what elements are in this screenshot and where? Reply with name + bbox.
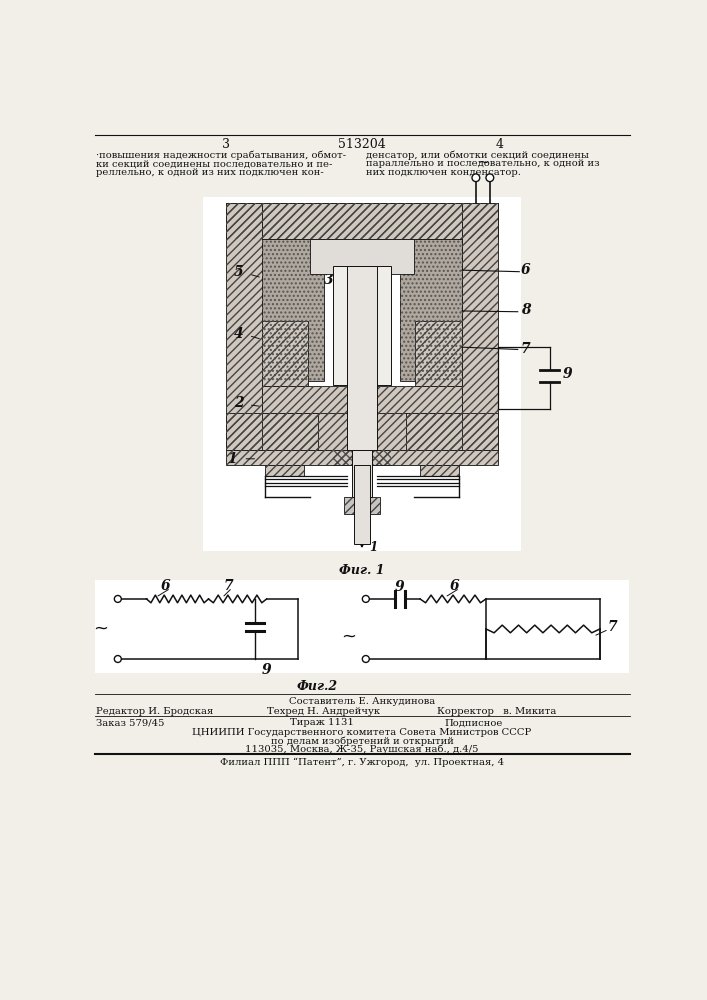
Bar	[416, 321, 462, 386]
Bar	[333, 450, 391, 465]
Text: Заказ 579/45: Заказ 579/45	[96, 718, 165, 727]
Text: 4: 4	[495, 138, 503, 151]
Bar	[310, 239, 414, 274]
Text: Техред Н. Андрейчук: Техред Н. Андрейчук	[267, 707, 380, 716]
Bar	[400, 239, 462, 381]
Circle shape	[363, 595, 369, 602]
Bar	[262, 203, 462, 239]
Text: Филиал ППП “Патент”, г. Ужгород,  ул. Проектная, 4: Филиал ППП “Патент”, г. Ужгород, ул. Про…	[220, 758, 504, 767]
Bar	[226, 203, 262, 450]
Bar	[344, 497, 380, 514]
Bar	[265, 465, 304, 476]
Text: 1: 1	[369, 541, 377, 554]
Text: ~: ~	[477, 155, 489, 169]
Text: 113035, Москва, Ж-35, Раушская наб., д.4/5: 113035, Москва, Ж-35, Раушская наб., д.4…	[245, 744, 479, 754]
Text: Тираж 1131: Тираж 1131	[290, 718, 354, 727]
Bar	[462, 203, 498, 450]
Text: параллельно и последовательно, к одной из: параллельно и последовательно, к одной и…	[366, 159, 600, 168]
Text: 5: 5	[234, 265, 243, 279]
Text: ~: ~	[93, 620, 108, 638]
Bar	[262, 386, 462, 417]
Text: 1: 1	[228, 452, 237, 466]
Circle shape	[486, 174, 493, 182]
Text: 9: 9	[395, 580, 404, 594]
Text: Фиг.2: Фиг.2	[296, 680, 337, 693]
Bar	[406, 413, 462, 450]
Text: 8: 8	[521, 303, 530, 317]
Text: ЦНИИПИ Государственного комитета Совета Министров СССР: ЦНИИПИ Государственного комитета Совета …	[192, 728, 532, 737]
Text: 6: 6	[161, 579, 170, 593]
Text: Подписное: Подписное	[445, 718, 503, 727]
Text: них подключен конденсатор.: них подключен конденсатор.	[366, 168, 520, 177]
Bar	[317, 239, 406, 266]
Bar	[352, 450, 372, 497]
Text: 2: 2	[234, 396, 243, 410]
Text: 6: 6	[450, 579, 460, 593]
Text: 513204: 513204	[338, 138, 386, 151]
Bar	[333, 266, 391, 385]
Text: денсатор, или обмотки секций соединены: денсатор, или обмотки секций соединены	[366, 151, 589, 160]
Circle shape	[472, 174, 480, 182]
Bar	[203, 197, 521, 551]
Text: ·повышения надежности срабатывания, обмот-: ·повышения надежности срабатывания, обмо…	[96, 151, 346, 160]
Text: по делам изобретений и открытий: по делам изобретений и открытий	[271, 736, 453, 746]
Text: 7: 7	[521, 342, 530, 356]
Bar	[262, 386, 462, 417]
Bar	[333, 450, 391, 465]
Text: Фиг. 1: Фиг. 1	[339, 564, 385, 577]
Bar	[420, 465, 459, 476]
Text: 7: 7	[223, 579, 233, 593]
Bar	[262, 413, 317, 450]
Text: 3: 3	[324, 273, 334, 287]
Text: 6: 6	[521, 263, 530, 277]
Bar	[462, 203, 498, 450]
Bar	[226, 203, 262, 450]
Text: 3: 3	[221, 138, 230, 151]
Bar	[317, 239, 406, 266]
Text: 9: 9	[563, 367, 572, 381]
Bar	[354, 465, 370, 544]
Text: Редактор И. Бродская: Редактор И. Бродская	[96, 707, 214, 716]
Text: ~: ~	[341, 628, 356, 646]
Text: реллельно, к одной из них подключен кон-: реллельно, к одной из них подключен кон-	[96, 168, 324, 177]
Bar	[226, 413, 498, 450]
Text: Составитель Е. Анкудинова: Составитель Е. Анкудинова	[289, 697, 435, 706]
Bar	[226, 450, 498, 465]
Text: ки секций соединены последовательно и пе-: ки секций соединены последовательно и пе…	[96, 159, 332, 168]
Text: 9: 9	[262, 663, 271, 677]
Bar	[262, 239, 324, 381]
Bar	[226, 450, 498, 465]
Bar	[406, 413, 462, 450]
Bar	[420, 465, 459, 476]
Bar	[347, 266, 377, 450]
Bar	[416, 321, 462, 386]
Bar	[95, 580, 629, 673]
Circle shape	[115, 595, 122, 602]
Circle shape	[363, 656, 369, 662]
Circle shape	[115, 656, 122, 662]
Bar	[226, 413, 498, 450]
Bar	[262, 413, 317, 450]
Bar	[262, 239, 324, 381]
Bar	[344, 497, 380, 514]
Bar	[226, 203, 498, 239]
Bar	[226, 203, 498, 239]
Bar	[262, 321, 308, 386]
Bar	[262, 321, 308, 386]
Bar	[262, 203, 462, 239]
Bar	[265, 465, 304, 476]
Bar	[400, 239, 462, 381]
Text: Корректор   в. Микита: Корректор в. Микита	[437, 707, 556, 716]
Text: 7: 7	[607, 620, 617, 634]
Text: 4: 4	[234, 327, 243, 341]
